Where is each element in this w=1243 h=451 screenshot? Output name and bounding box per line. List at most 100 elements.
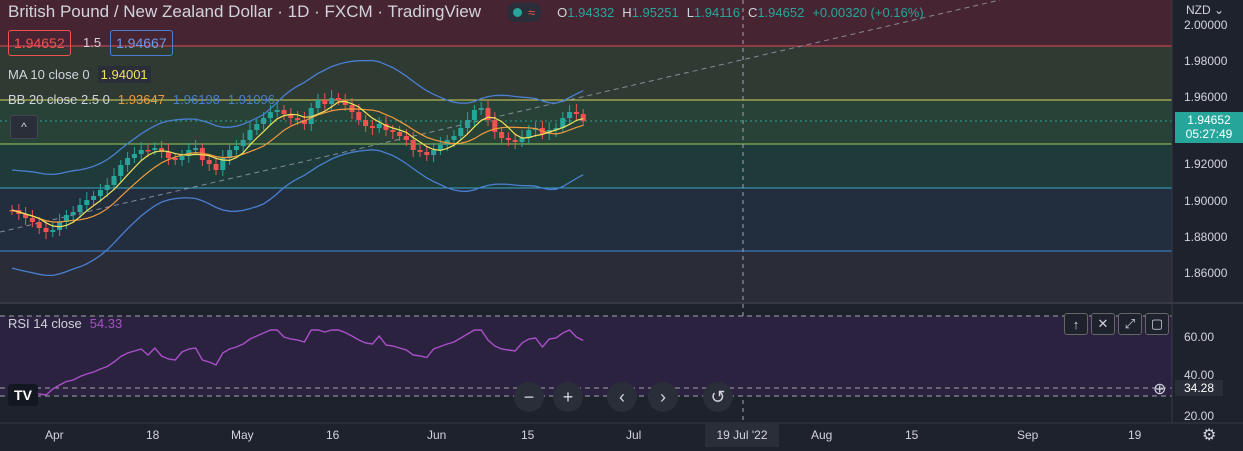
buy-price: 1.94667 <box>116 35 167 51</box>
candle-body <box>567 112 573 118</box>
candle-body <box>274 110 280 112</box>
plus-icon: + <box>562 386 574 407</box>
time-tick: Jul <box>626 428 642 442</box>
candle-body <box>397 132 403 136</box>
candle-body <box>342 100 348 105</box>
chevron-down-icon: ⌄ <box>1214 3 1225 17</box>
candle-body <box>288 114 294 118</box>
maximize-pane-button[interactable]: ⤢ <box>1118 313 1142 335</box>
rsi-legend[interactable]: RSI 14 close 54.33 <box>8 316 122 331</box>
rsi-tick: 60.00 <box>1184 330 1215 344</box>
rsi-cursor-label: 34.28 <box>1175 380 1223 396</box>
candle-body <box>29 218 35 222</box>
ma-label: MA 10 close 0 <box>8 67 90 82</box>
add-plus-icon[interactable]: ⊕ <box>1153 381 1167 398</box>
candle-body <box>308 108 314 124</box>
bb-label: BB 20 close 2.5 0 <box>8 92 110 107</box>
candle-body <box>159 148 165 152</box>
chevron-right-icon: › <box>660 386 666 407</box>
scroll-left-button[interactable]: ‹ <box>607 382 637 412</box>
currency-selector[interactable]: NZD ⌄ <box>1186 3 1224 17</box>
move-pane-up-button[interactable]: ↑ <box>1064 313 1088 335</box>
buy-button[interactable]: 1.94667 <box>110 30 173 56</box>
price-tick: 1.96000 <box>1184 90 1228 104</box>
collapse-legend-button[interactable]: ^ <box>10 115 38 139</box>
bb-basis-value: 1.93647 <box>117 92 165 107</box>
bb-basis-line <box>11 108 584 223</box>
candle-body <box>363 120 369 126</box>
zoom-in-button[interactable]: + <box>553 382 583 412</box>
rsi-tick: 40.00 <box>1184 368 1215 382</box>
market-open-icon <box>513 7 523 17</box>
scroll-right-button[interactable]: › <box>648 382 678 412</box>
candle-body <box>43 228 49 232</box>
candle-body <box>199 148 205 160</box>
market-status[interactable]: ≈ <box>507 2 542 22</box>
time-tick: 19 <box>1128 428 1142 442</box>
candle-body <box>573 112 579 114</box>
candle-body <box>254 124 260 130</box>
spread: 1.5 <box>83 35 102 50</box>
tradingview-logo-icon[interactable]: TV <box>8 384 38 406</box>
candle-body <box>437 145 443 150</box>
close-key: C <box>747 4 758 20</box>
restore-icon: ▢ <box>1150 316 1164 331</box>
price-tick: 1.86000 <box>1184 266 1228 280</box>
time-tick: 18 <box>146 428 160 442</box>
candle-body <box>505 138 511 140</box>
candle-body <box>465 120 471 128</box>
candle-body <box>431 150 437 155</box>
reset-chart-button[interactable]: ↺ <box>703 382 733 412</box>
price-tick: 1.90000 <box>1184 194 1228 208</box>
candle-body <box>247 130 253 140</box>
sell-price: 1.94652 <box>14 35 65 51</box>
symbol-title[interactable]: British Pound / New Zealand Dollar · 1D … <box>8 2 482 21</box>
candle-body <box>77 205 83 212</box>
candle-body <box>417 150 423 152</box>
candle-body <box>172 158 178 160</box>
high-key: H <box>622 4 632 20</box>
sell-button[interactable]: 1.94652 <box>8 30 71 56</box>
bar-countdown: 05:27:49 <box>1185 127 1233 141</box>
candle-body <box>227 150 233 158</box>
candle-body <box>335 98 341 100</box>
settings-icon[interactable]: ⚙ <box>1202 427 1217 444</box>
candle-body <box>206 160 212 164</box>
candle-body <box>145 150 151 152</box>
candle-body <box>118 165 124 176</box>
low-value: 1.94116 <box>693 4 740 20</box>
price-tick: 1.92000 <box>1184 157 1228 171</box>
rsi-label: RSI 14 close <box>8 316 82 331</box>
last-price: 1.94652 <box>1187 113 1231 127</box>
time-tick: Aug <box>811 428 833 442</box>
candle-body <box>36 222 42 228</box>
high-value: 1.95251 <box>631 4 679 20</box>
restore-pane-button[interactable]: ▢ <box>1145 313 1169 335</box>
close-pane-button[interactable]: ✕ <box>1091 313 1115 335</box>
candle-body <box>485 108 491 120</box>
candle-body <box>50 230 56 232</box>
candle-body <box>138 150 144 154</box>
candle-body <box>383 124 389 130</box>
rsi-tick: 20.00 <box>1184 409 1215 423</box>
candle-body <box>193 148 199 150</box>
candle-body <box>315 100 321 108</box>
price-tick: 2.00000 <box>1184 18 1228 32</box>
candle-body <box>125 158 131 165</box>
time-tick: Sep <box>1017 428 1039 442</box>
candle-body <box>492 120 498 132</box>
time-tick: 15 <box>905 428 919 442</box>
candle-body <box>526 130 532 138</box>
candle-body <box>213 164 219 170</box>
candle-body <box>553 128 559 130</box>
ma-legend[interactable]: MA 10 close 0 1.94001 <box>8 66 151 83</box>
time-tick: 16 <box>326 428 340 442</box>
candle-body <box>471 110 477 120</box>
ma-value: 1.94001 <box>97 66 151 83</box>
candle-body <box>410 140 416 150</box>
candle-body <box>220 158 226 170</box>
candle-body <box>512 140 518 142</box>
bb-legend[interactable]: BB 20 close 2.5 0 1.93647 1.96198 1.9109… <box>8 92 275 107</box>
zoom-out-button[interactable]: − <box>514 382 544 412</box>
